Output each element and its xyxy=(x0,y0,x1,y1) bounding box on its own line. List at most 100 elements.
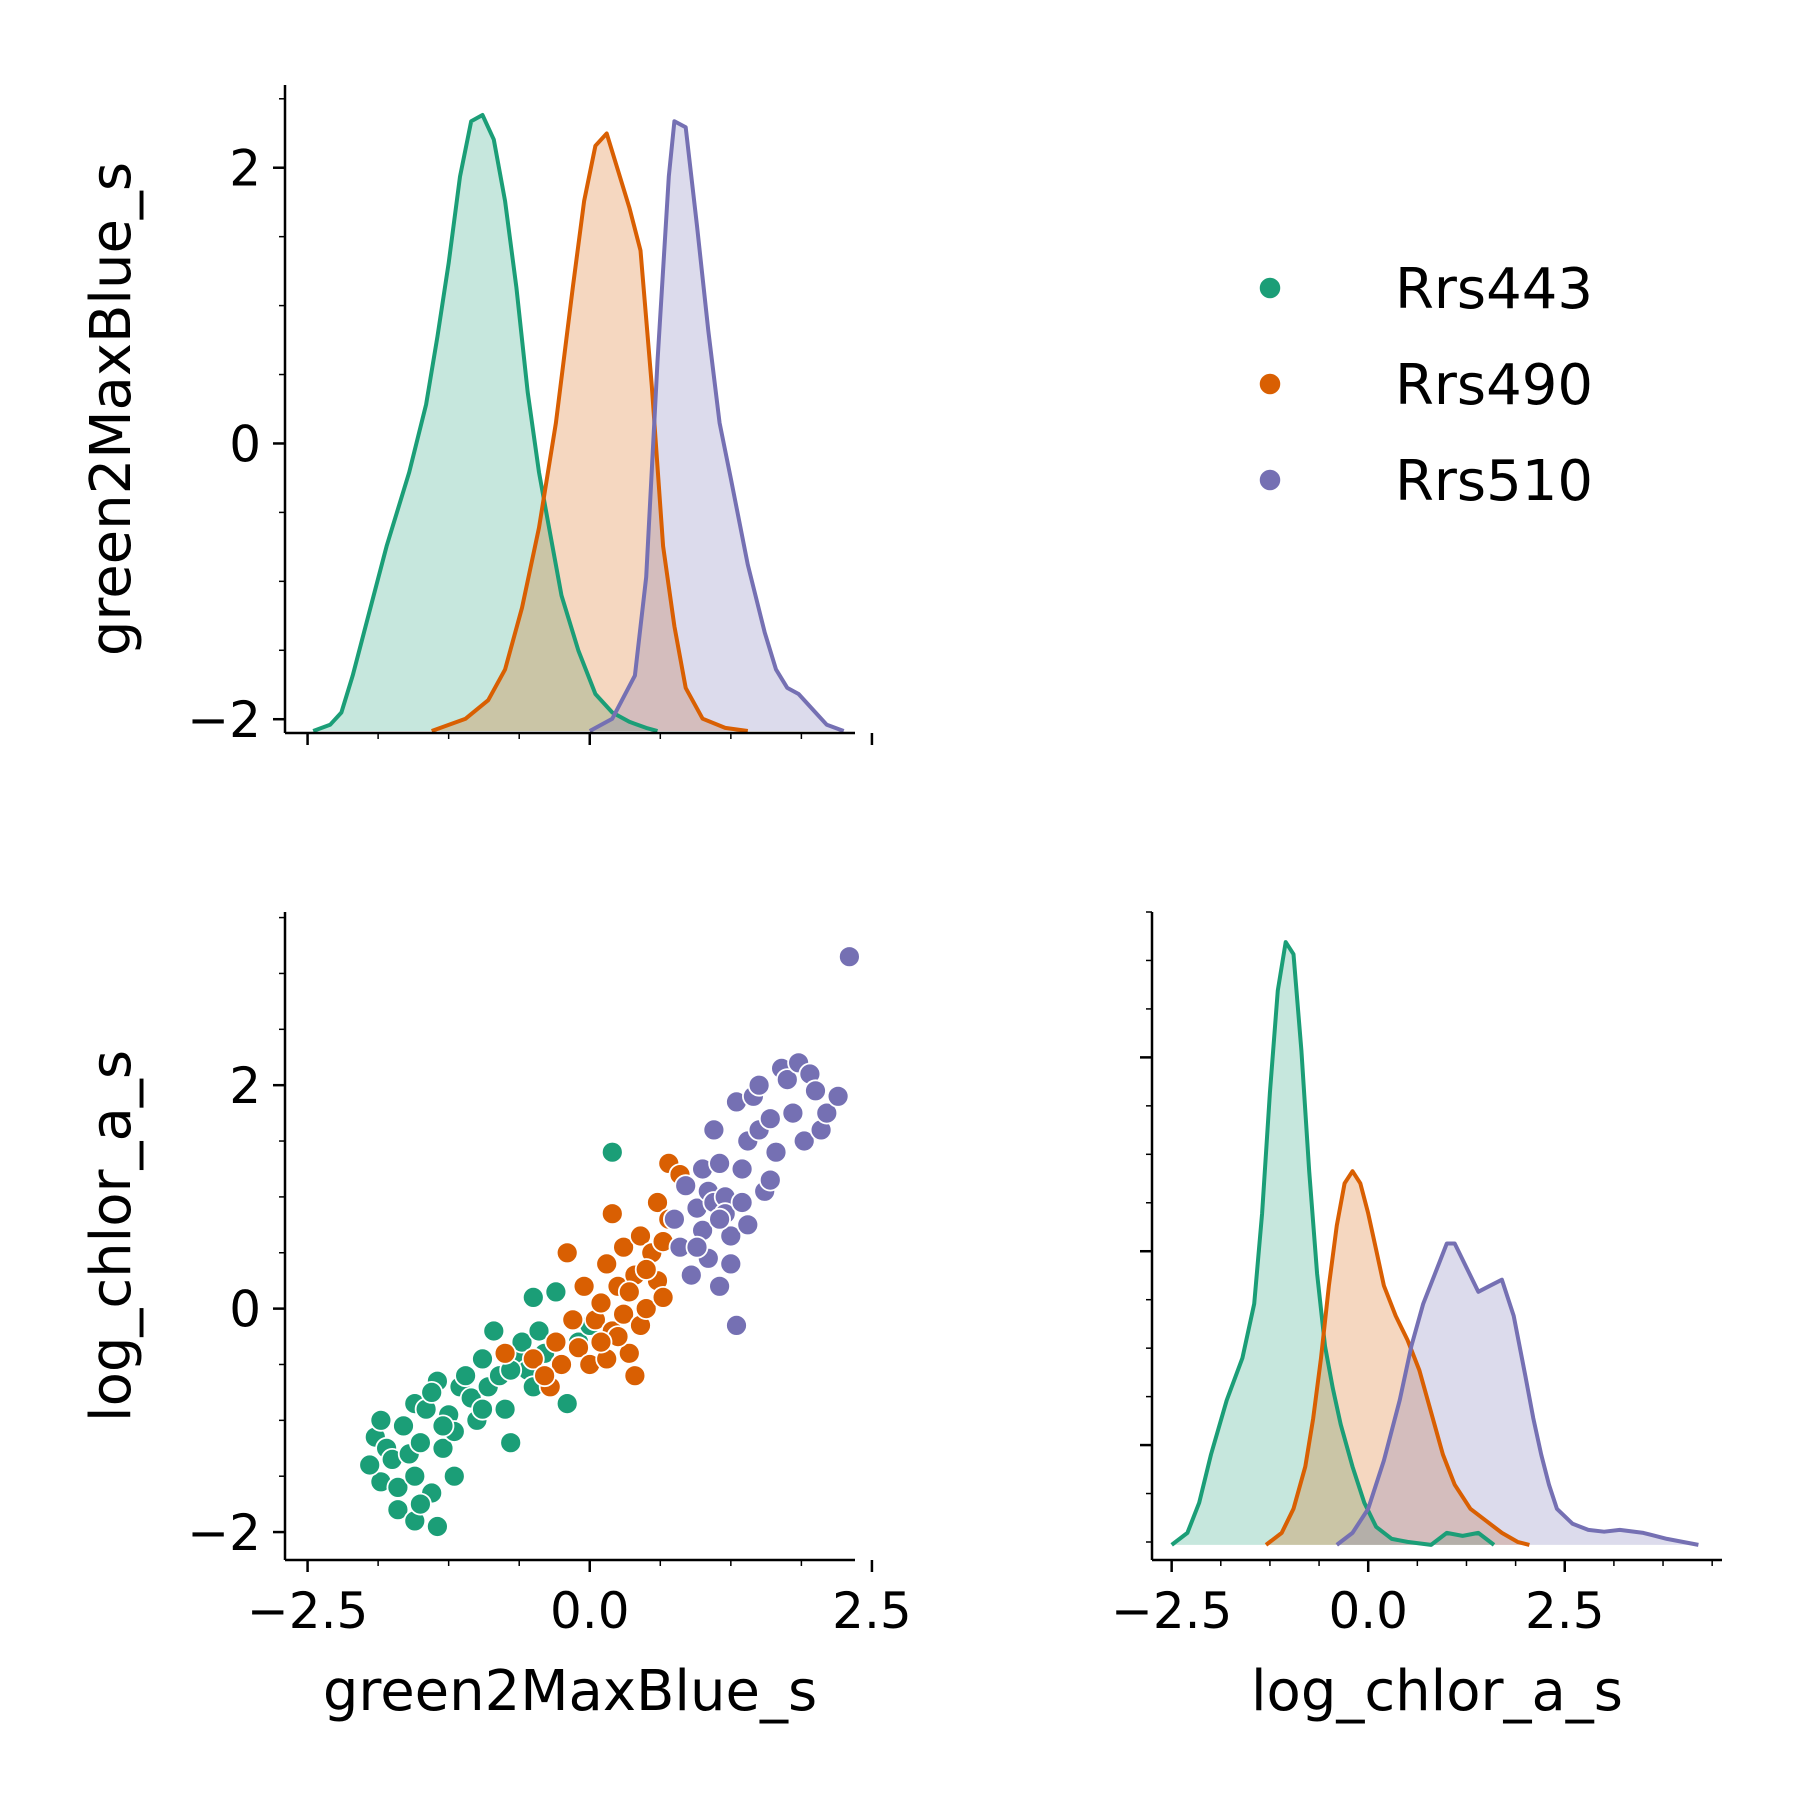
scatter-point-rrs490 xyxy=(550,1353,573,1376)
y-tick-label: −2 xyxy=(187,1504,261,1562)
scatter-point-rrs490 xyxy=(572,1274,596,1298)
scatter-point-rrs510 xyxy=(725,1314,748,1337)
scatter-point-rrs443 xyxy=(527,1319,551,1343)
density-line-rrs490 xyxy=(431,131,749,733)
density-fill-rrs510 xyxy=(589,121,844,731)
scatter-point-rrs490 xyxy=(612,1235,635,1259)
scatter-point-rrs510 xyxy=(685,1235,709,1259)
density-fill-rrs443 xyxy=(313,115,658,731)
legend-label-rrs443: Rrs443 xyxy=(1395,257,1593,322)
scatter-point-rrs510 xyxy=(708,1152,731,1175)
x-axis-label: green2MaxBlue_s xyxy=(323,1659,817,1724)
scatter-point-rrs510 xyxy=(815,1101,839,1125)
scatter-point-rrs490 xyxy=(567,1336,590,1360)
scatter-point-rrs510 xyxy=(792,1129,816,1153)
scatter-point-rrs490 xyxy=(600,1202,624,1226)
scatter-point-rrs510 xyxy=(702,1118,726,1142)
scatter-point-rrs510 xyxy=(674,1174,698,1198)
legend-marker-rrs443 xyxy=(1258,276,1282,300)
scatter-point-rrs490 xyxy=(629,1224,652,1248)
density-fill-rrs490 xyxy=(431,133,748,731)
density-line-rrs510 xyxy=(1335,1241,1699,1547)
x-tick-label: 2.5 xyxy=(1525,1582,1605,1640)
scatter-point-rrs443 xyxy=(555,1392,579,1415)
x-tick-label: 0.0 xyxy=(550,1582,630,1640)
scatter-point-rrs510 xyxy=(758,1107,782,1131)
scatter-point-rrs510 xyxy=(736,1213,760,1237)
y-tick-label: 0 xyxy=(229,1281,261,1339)
legend-label-rrs510: Rrs510 xyxy=(1395,449,1593,514)
scatter-point-rrs510 xyxy=(719,1224,743,1248)
x-tick-label: 2.5 xyxy=(832,1582,912,1640)
scatter-point-rrs443 xyxy=(358,1453,382,1477)
scatter-point-rrs443 xyxy=(408,1492,432,1516)
scatter-point-rrs443 xyxy=(431,1436,455,1460)
scatter-point-rrs510 xyxy=(747,1073,771,1097)
scatter-point-rrs490 xyxy=(612,1302,635,1326)
scatter-point-rrs510 xyxy=(838,945,861,969)
scatter-point-rrs443 xyxy=(521,1286,545,1309)
x-tick-label: −2.5 xyxy=(1111,1582,1232,1640)
scatter-point-rrs510 xyxy=(679,1263,703,1287)
scatter-point-rrs490 xyxy=(555,1241,579,1265)
scatter-point-rrs490 xyxy=(617,1280,641,1304)
scatter-point-rrs443 xyxy=(544,1280,568,1304)
panel-bottom-right-kde: −2.5 0.0 2.5 log_chlor_a_s xyxy=(1111,911,1722,1724)
scatter-point-rrs443 xyxy=(600,1140,624,1164)
y-tick-label: 2 xyxy=(229,140,261,198)
scatter-point-rrs443 xyxy=(442,1464,466,1488)
scatter-point-rrs443 xyxy=(482,1319,506,1343)
scatter-point-rrs490 xyxy=(623,1364,647,1388)
scatter-point-rrs490 xyxy=(589,1291,613,1315)
scatter-point-rrs443 xyxy=(493,1397,517,1421)
scatter-point-rrs510 xyxy=(775,1068,799,1091)
y-axis-label: log_chlor_a_s xyxy=(79,1050,144,1422)
scatter-point-rrs510 xyxy=(730,1191,754,1214)
y-tick-label: 0 xyxy=(229,415,261,473)
legend-marker-rrs510 xyxy=(1258,468,1282,492)
scatter-point-rrs510 xyxy=(708,1207,731,1231)
scatter-point-rrs510 xyxy=(708,1274,731,1298)
scatter-point-rrs510 xyxy=(663,1207,686,1231)
x-tick-label: 0.0 xyxy=(1328,1582,1408,1640)
scatter-point-rrs443 xyxy=(408,1431,432,1455)
legend: Rrs443 Rrs490 Rrs510 xyxy=(1258,257,1593,514)
scatter-point-rrs490 xyxy=(595,1252,619,1276)
scatter-point-rrs490 xyxy=(521,1347,545,1371)
x-axis-label: log_chlor_a_s xyxy=(1251,1659,1623,1724)
scatter-point-rrs443 xyxy=(471,1347,494,1371)
y-axis-label: green2MaxBlue_s xyxy=(79,162,144,656)
scatter-point-rrs443 xyxy=(510,1330,534,1354)
scatter-point-rrs443 xyxy=(454,1364,478,1388)
scatter-point-rrs490 xyxy=(561,1308,585,1332)
density-line-rrs443 xyxy=(312,113,659,733)
scatter-point-rrs490 xyxy=(533,1364,556,1388)
scatter-point-rrs490 xyxy=(617,1341,641,1365)
scatter-point-rrs510 xyxy=(781,1101,805,1125)
density-fill-rrs443 xyxy=(1171,942,1494,1545)
density-line-rrs510 xyxy=(588,119,845,733)
scatter-point-rrs443 xyxy=(425,1515,449,1538)
scatter-point-rrs490 xyxy=(634,1258,658,1281)
scatter-point-rrs443 xyxy=(420,1381,444,1404)
density-fill-rrs510 xyxy=(1336,1243,1699,1545)
scatter-point-rrs490 xyxy=(634,1297,658,1320)
scatter-point-rrs510 xyxy=(804,1079,827,1103)
panel-top-left-kde: −2 0 2 green2MaxBlue_s xyxy=(79,85,874,749)
scatter-point-rrs510 xyxy=(764,1140,788,1164)
scatter-point-rrs443 xyxy=(499,1431,523,1455)
scatter-point-rrs510 xyxy=(719,1252,743,1276)
density-line-rrs443 xyxy=(1170,940,1496,1547)
scatter-point-rrs490 xyxy=(651,1286,675,1309)
y-tick-label: 2 xyxy=(229,1057,261,1115)
scatter-point-rrs490 xyxy=(646,1191,669,1214)
scatter-point-rrs443 xyxy=(386,1498,410,1522)
legend-marker-rrs490 xyxy=(1258,372,1282,396)
scatter-point-rrs490 xyxy=(493,1341,517,1365)
scatter-point-rrs510 xyxy=(730,1157,754,1181)
scatter-point-rrs443 xyxy=(386,1476,410,1499)
scatter-point-rrs510 xyxy=(826,1084,850,1108)
scatter-point-rrs443 xyxy=(369,1408,393,1432)
scatter-point-rrs510 xyxy=(758,1168,782,1192)
